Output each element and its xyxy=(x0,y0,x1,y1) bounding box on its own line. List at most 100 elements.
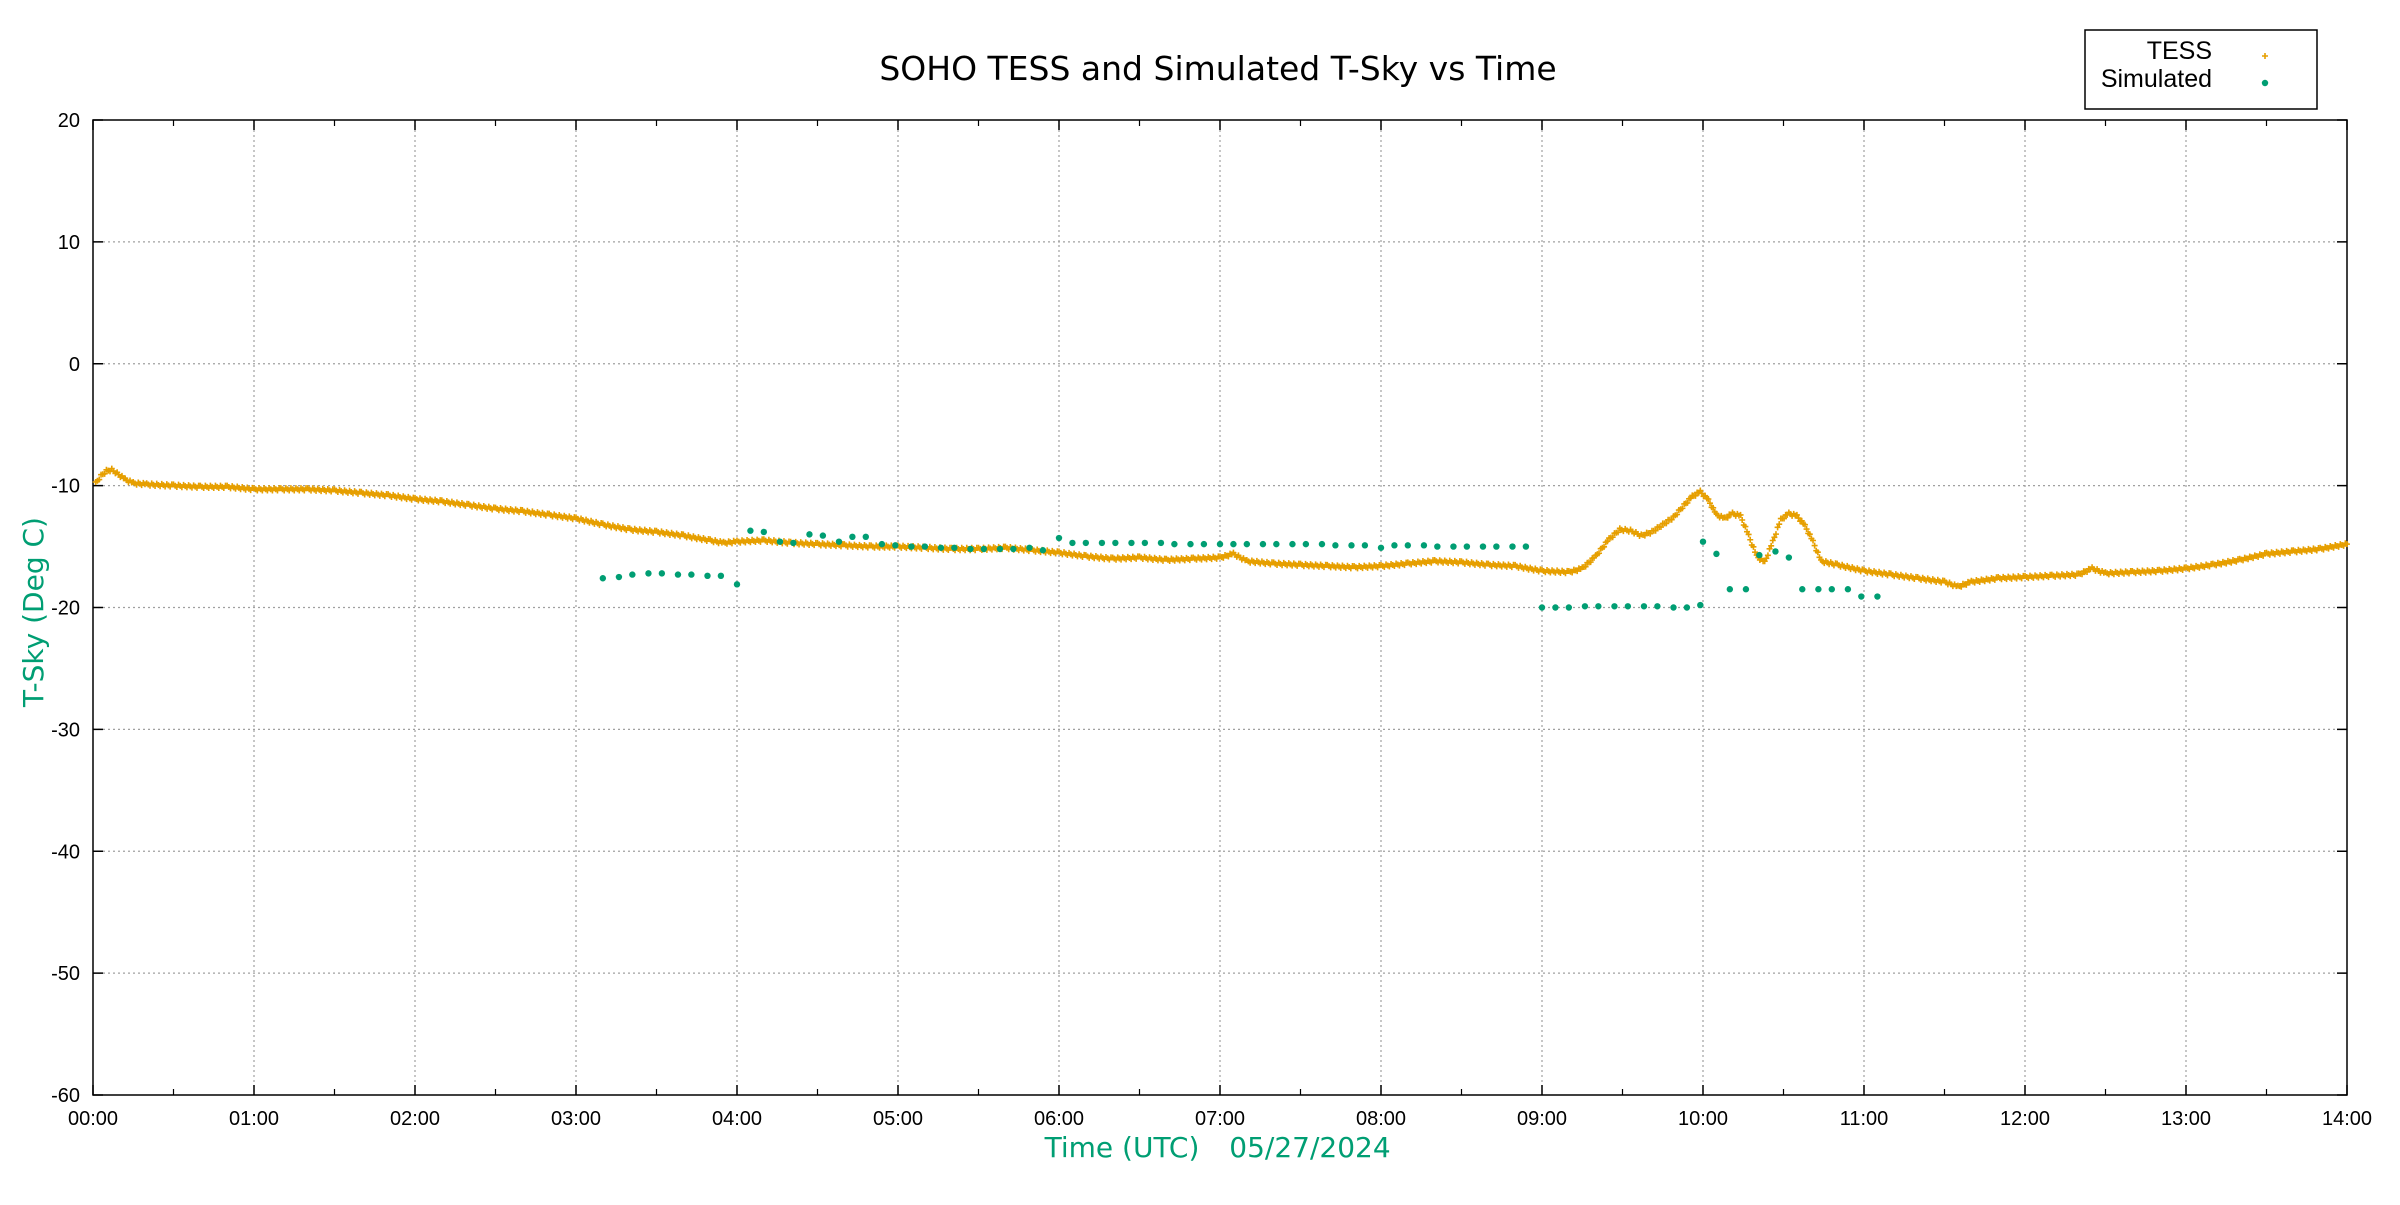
simulated-point xyxy=(1200,540,1208,548)
tess-point xyxy=(1798,517,1805,524)
simulated-point xyxy=(1112,539,1119,547)
simulated-point xyxy=(892,542,899,549)
tess-point xyxy=(1814,549,1821,556)
tess-point xyxy=(1745,531,1752,538)
tess-point xyxy=(1692,492,1699,499)
x-tick-label: 02:00 xyxy=(390,1108,440,1130)
simulated-point xyxy=(1742,586,1750,593)
simulated-point xyxy=(1391,542,1398,549)
simulated-point xyxy=(1683,604,1691,611)
simulated-point xyxy=(1815,586,1822,593)
y-tick-label: 20 xyxy=(58,110,80,132)
tess-point xyxy=(1652,527,1659,534)
axis-ticks: 00:00 01:00 02:00 03:00 04:00 05:00 06:00 07:00… xyxy=(51,110,2372,1130)
date-label: 05/27/2024 xyxy=(1229,1131,1390,1164)
tess-point xyxy=(1641,532,1648,539)
tess-point xyxy=(1582,563,1589,570)
simulated-point xyxy=(1799,586,1806,593)
legend-marker-simulated xyxy=(2261,79,2269,87)
simulated-point xyxy=(1318,540,1326,548)
tess-point xyxy=(1769,537,1776,544)
simulated-point xyxy=(921,543,929,550)
tess-point xyxy=(1705,496,1712,503)
simulated-point xyxy=(1844,586,1852,593)
grid-lines xyxy=(93,120,2347,1095)
y-tick-label: -30 xyxy=(51,719,80,741)
simulated-point xyxy=(1450,543,1457,550)
tess-point xyxy=(1647,530,1654,537)
tess-point xyxy=(1776,521,1783,528)
y-tick-label: -10 xyxy=(51,476,80,498)
simulated-point xyxy=(862,533,869,541)
tess-point xyxy=(1737,511,1744,518)
simulated-point xyxy=(980,545,988,553)
x-axis-label: Time (UTC) xyxy=(1044,1131,1200,1164)
simulated-point xyxy=(1640,603,1648,610)
simulated-point xyxy=(704,572,711,580)
simulated-point xyxy=(1595,603,1602,610)
simulated-point xyxy=(1624,603,1632,610)
x-tick-label: 04:00 xyxy=(712,1108,762,1130)
simulated-point xyxy=(615,573,623,581)
simulated-point xyxy=(1216,540,1224,548)
x-tick-label: 08:00 xyxy=(1356,1108,1406,1130)
y-tick-label: 0 xyxy=(69,354,80,376)
tess-point xyxy=(1764,552,1771,559)
simulated-point xyxy=(1772,548,1779,555)
tess-point xyxy=(1958,583,1965,590)
simulated-point xyxy=(1187,540,1194,548)
tess-point xyxy=(1609,534,1616,541)
x-tick-label: 11:00 xyxy=(1840,1108,1889,1130)
y-tick-label: -60 xyxy=(51,1085,80,1107)
simulated-point xyxy=(760,528,768,536)
tess-point xyxy=(1772,531,1779,538)
tess-point xyxy=(1781,515,1788,522)
simulated-point xyxy=(1581,603,1589,610)
simulated-point xyxy=(1611,603,1618,610)
simulated-point xyxy=(849,533,856,541)
simulated-point xyxy=(806,531,813,538)
simulated-point xyxy=(1874,593,1881,600)
tess-point xyxy=(1596,550,1603,557)
simulated-point xyxy=(1243,540,1251,548)
legend: TESS Simulated xyxy=(2084,29,2318,110)
tess-point xyxy=(1657,524,1664,531)
simulated-point xyxy=(1069,539,1076,547)
simulated-point xyxy=(1039,547,1047,554)
simulated-point xyxy=(1377,544,1385,551)
tess-point xyxy=(1750,543,1757,550)
simulated-point xyxy=(1128,539,1135,547)
simulated-point xyxy=(1361,542,1369,549)
y-tick-label: -50 xyxy=(51,963,80,985)
legend-label-tess: TESS xyxy=(2147,37,2212,65)
tess-point xyxy=(1601,543,1608,550)
simulated-point xyxy=(937,544,945,551)
simulated-point xyxy=(1654,603,1661,610)
tess-point xyxy=(1742,523,1749,530)
simulated-point xyxy=(1756,551,1763,559)
simulated-point xyxy=(1302,540,1310,548)
tess-point xyxy=(1587,559,1594,566)
simulated-point xyxy=(1157,539,1165,547)
simulated-point xyxy=(1713,550,1720,558)
simulated-point xyxy=(951,544,958,551)
tess-point xyxy=(1803,526,1810,533)
simulated-point xyxy=(599,575,607,582)
simulated-point xyxy=(776,538,784,545)
simulated-point xyxy=(1348,542,1355,549)
tess-point xyxy=(1810,537,1817,544)
tess-point xyxy=(1674,511,1681,518)
tess-point xyxy=(1706,500,1713,507)
x-tick-label: 01:00 xyxy=(229,1108,279,1130)
tess-point xyxy=(1710,504,1717,511)
simulated-point xyxy=(1171,540,1178,548)
tess-point xyxy=(1795,515,1802,522)
x-tick-label: 09:00 xyxy=(1517,1108,1567,1130)
simulated-point xyxy=(688,571,695,578)
tess-point xyxy=(1793,511,1800,518)
x-tick-label: 00:00 xyxy=(68,1108,118,1130)
simulated-point xyxy=(1828,586,1836,593)
tess-point xyxy=(1963,581,1970,588)
tess-point xyxy=(2079,571,2086,578)
